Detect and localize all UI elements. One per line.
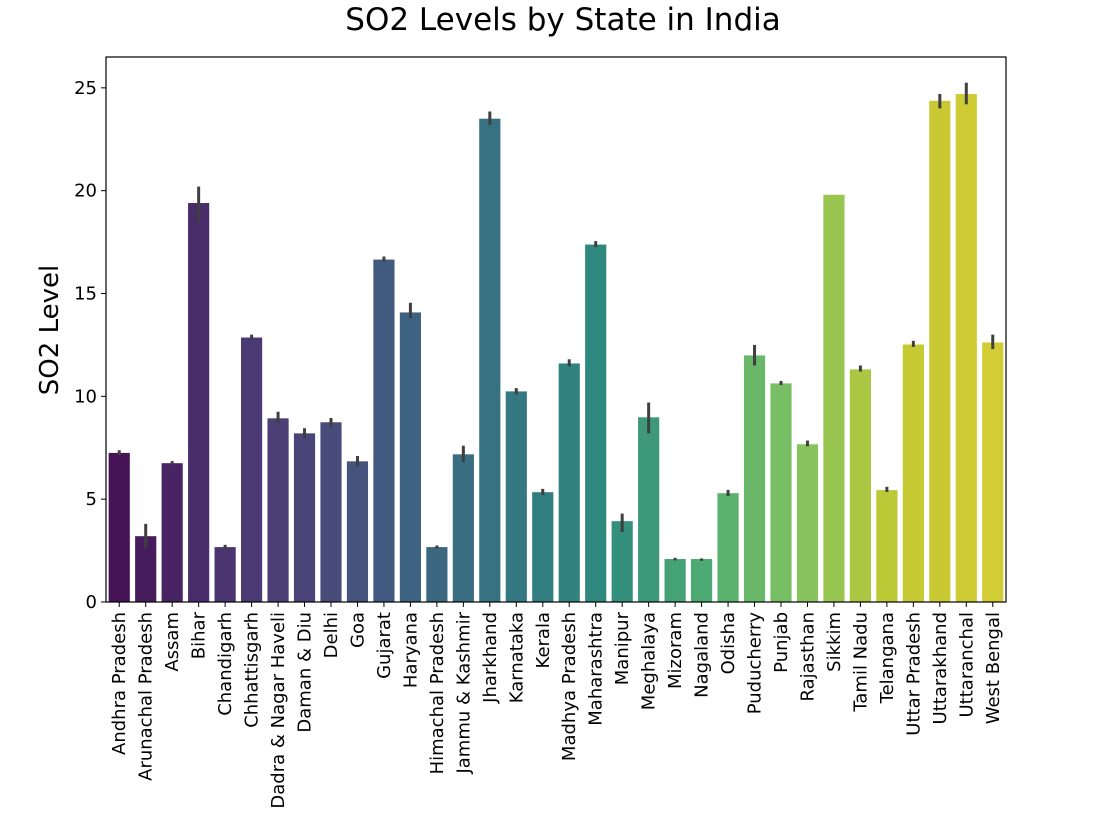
x-tick-label: Gujarat [374,612,395,679]
bar [717,493,739,602]
x-tick-label: Sikkim [824,612,845,672]
bar [876,490,898,602]
error-bars-group [117,82,995,561]
x-tick-label: Odisha [718,612,739,674]
bar [188,203,210,603]
x-tick-label: Meghalaya [639,612,660,710]
x-tick-label: Rajasthan [797,612,818,701]
x-tick-label: Dadra & Nagar Haveli [268,612,289,809]
bar [373,259,395,602]
x-tick-label: Himachal Pradesh [427,612,448,774]
x-tick-label: Jammu & Kashmir [453,611,474,774]
x-tick-label: Uttar Pradesh [903,612,924,736]
x-tick-label: Delhi [321,612,342,658]
bar [691,559,713,602]
bar [505,391,527,602]
bar [452,454,474,602]
x-tick-label: Uttarakhand [930,612,951,724]
x-tick-label: Assam [162,612,183,672]
bar [558,363,580,602]
bar [611,521,633,602]
bar [346,461,369,602]
bar [479,118,501,602]
bars-group [108,94,1004,603]
x-axis: Andhra Pradesh Arunachal Pradesh Assam Biha… [109,602,1004,809]
bar [293,433,316,602]
y-tick-label: 5 [86,489,97,510]
bar [849,369,871,602]
x-tick-label: West Bengal [983,612,1004,724]
y-axis: 0 5 10 15 20 25 [74,78,106,613]
x-tick-label: Nagaland [692,612,713,698]
chart-title: SO2 Levels by State in India [345,2,780,38]
bar [929,100,951,602]
plot-frame [105,56,1007,603]
bar [902,344,924,602]
x-tick-label: Haryana [400,612,421,688]
x-tick-label: Punjab [771,612,792,673]
x-tick-label: Kerala [533,612,554,668]
bar [399,312,421,602]
bar [267,418,289,602]
y-tick-label: 20 [74,181,97,202]
x-tick-label: Mizoram [665,612,686,689]
x-tick-label: Daman & Diu [295,612,316,733]
bar [638,417,660,602]
x-tick-label: Goa [347,612,368,648]
bar [796,444,819,602]
x-tick-label: Bihar [189,611,210,659]
x-tick-label: Puducherry [745,612,766,715]
x-tick-label: Telangana [877,612,898,704]
y-tick-label: 15 [74,284,97,305]
x-tick-label: Andhra Pradesh [109,612,130,755]
bar [532,492,554,602]
x-tick-label: Madhya Pradesh [559,612,580,761]
bar [241,337,263,602]
x-tick-label: Jharkhand [480,612,501,704]
x-tick-label: Arunachal Pradesh [136,612,157,781]
bar [955,94,977,603]
bar [982,342,1004,602]
bar [320,422,342,602]
x-tick-label: Chandigarh [215,612,236,716]
bar [585,244,607,603]
bar [108,452,130,602]
bar [426,547,448,602]
y-tick-label: 10 [74,386,97,407]
bar [664,559,686,602]
y-tick-label: 0 [86,592,97,613]
bar [743,355,766,602]
x-tick-label: Karnataka [506,612,527,703]
x-tick-label: Maharashtra [586,612,607,726]
x-tick-label: Chhattisgarh [242,612,263,728]
bar [823,194,845,602]
x-tick-label: Uttaranchal [956,612,977,718]
bar [770,383,792,602]
x-tick-label: Manipur [612,611,633,685]
bar [214,547,236,602]
bar [161,463,183,602]
y-axis-label: SO2 Level [35,265,65,395]
bar [135,536,157,602]
y-tick-label: 25 [74,78,97,99]
x-tick-label: Tamil Nadu [850,612,871,713]
